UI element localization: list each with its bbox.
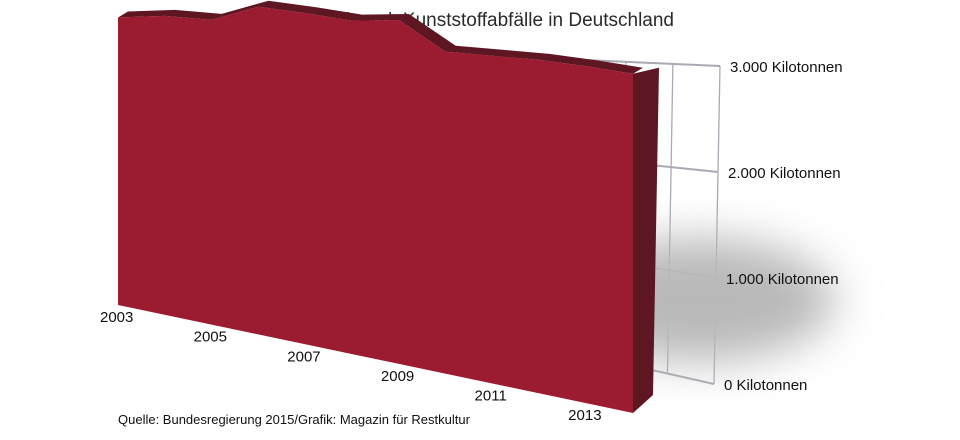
- area-series: [118, 0, 659, 413]
- y-tick-label: 0 Kilotonnen: [724, 377, 807, 394]
- source-note: Quelle: Bundesregierung 2015/Grafik: Mag…: [118, 412, 471, 427]
- y-tick-label: 3.000 Kilotonnen: [730, 59, 843, 76]
- x-tick-label: 2007: [287, 348, 320, 365]
- x-tick-label: 2003: [100, 309, 133, 326]
- area-top-face: [118, 0, 643, 74]
- x-tick-label: 2011: [475, 388, 507, 405]
- area-side-face: [633, 67, 659, 413]
- x-tick-label: 2013: [568, 407, 601, 424]
- x-tick-label: 2005: [194, 329, 227, 346]
- y-axis-ticks: 0 Kilotonnen 1.000 Kilotonnen 2.000 Kiloto…: [724, 59, 843, 394]
- y-tick-label: 2.000 Kilotonnen: [728, 165, 841, 182]
- area-front-face: [118, 6, 633, 413]
- x-axis-ticks: 2003 2005 2007 2009 2011 2013: [100, 309, 602, 424]
- y-tick-label: 1.000 Kilotonnen: [726, 271, 839, 288]
- x-tick-label: 2009: [381, 368, 414, 385]
